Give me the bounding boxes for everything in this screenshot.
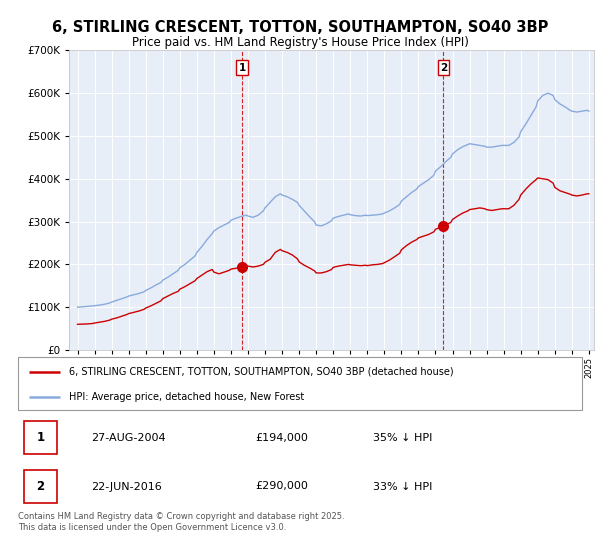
Text: 2: 2 (440, 63, 447, 72)
Text: Contains HM Land Registry data © Crown copyright and database right 2025.
This d: Contains HM Land Registry data © Crown c… (18, 512, 344, 532)
Text: 27-AUG-2004: 27-AUG-2004 (91, 432, 166, 442)
Text: Price paid vs. HM Land Registry's House Price Index (HPI): Price paid vs. HM Land Registry's House … (131, 36, 469, 49)
FancyBboxPatch shape (23, 470, 58, 503)
Text: 6, STIRLING CRESCENT, TOTTON, SOUTHAMPTON, SO40 3BP: 6, STIRLING CRESCENT, TOTTON, SOUTHAMPTO… (52, 20, 548, 35)
Text: 2: 2 (37, 480, 44, 493)
Text: 22-JUN-2016: 22-JUN-2016 (91, 482, 162, 492)
Text: 33% ↓ HPI: 33% ↓ HPI (373, 482, 433, 492)
Text: 1: 1 (37, 431, 44, 444)
FancyBboxPatch shape (18, 357, 582, 410)
FancyBboxPatch shape (23, 421, 58, 454)
Text: 1: 1 (238, 63, 245, 72)
Text: 35% ↓ HPI: 35% ↓ HPI (373, 432, 433, 442)
Text: £194,000: £194,000 (255, 432, 308, 442)
Text: HPI: Average price, detached house, New Forest: HPI: Average price, detached house, New … (69, 391, 304, 402)
Text: 6, STIRLING CRESCENT, TOTTON, SOUTHAMPTON, SO40 3BP (detached house): 6, STIRLING CRESCENT, TOTTON, SOUTHAMPTO… (69, 367, 454, 377)
Text: £290,000: £290,000 (255, 482, 308, 492)
